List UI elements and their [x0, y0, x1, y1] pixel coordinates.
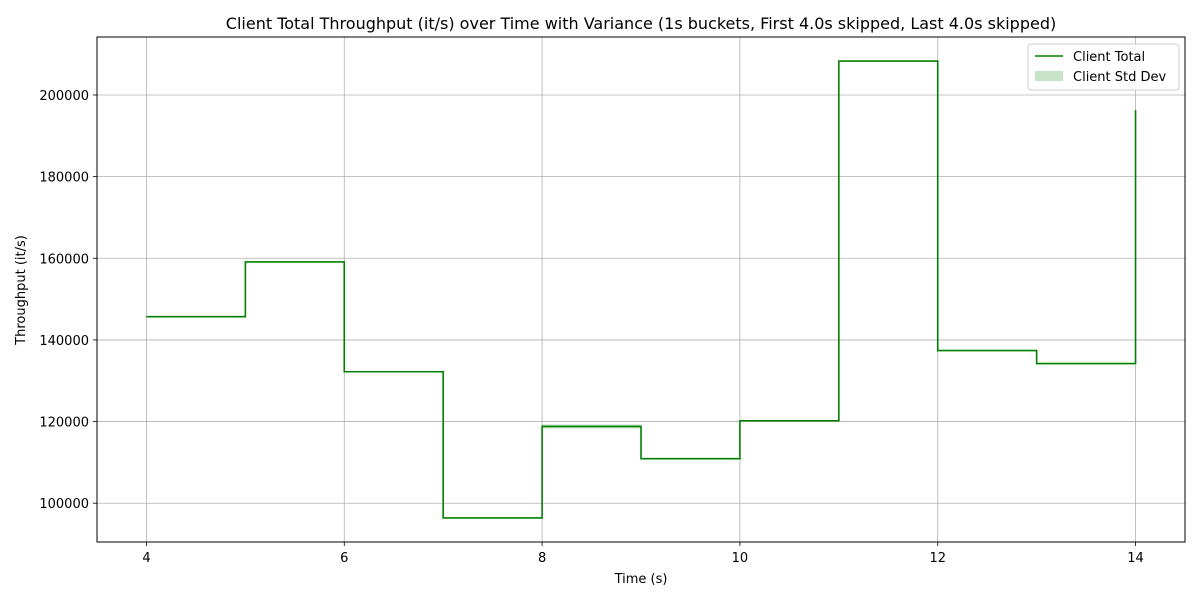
series-lines [146, 60, 1137, 519]
legend-client-std-dev-swatch [1035, 71, 1063, 81]
y-axis-label: Throughput (it/s) [14, 235, 29, 346]
legend-box [1027, 43, 1180, 91]
legend: Client Total Client Std Dev [1027, 43, 1180, 91]
x-tick-label: 6 [340, 551, 348, 566]
x-tick-label: 12 [929, 551, 946, 566]
x-tick-label: 4 [142, 551, 150, 566]
x-tick-label: 14 [1127, 551, 1144, 566]
legend-client-total-label: Client Total [1073, 50, 1145, 65]
x-axis-label: Time (s) [614, 572, 668, 587]
legend-client-std-dev-label: Client Std Dev [1073, 70, 1167, 85]
y-axis-ticks: 100000 120000 140000 160000 180000 200000 [39, 89, 97, 512]
y-tick-label: 160000 [39, 252, 89, 267]
y-tick-label: 100000 [39, 497, 89, 512]
chart-title: Client Total Throughput (it/s) over Time… [226, 14, 1056, 33]
x-axis-ticks: 4 6 8 10 12 14 [142, 542, 1144, 566]
y-tick-label: 180000 [39, 171, 89, 186]
x-tick-label: 10 [732, 551, 749, 566]
y-tick-label: 140000 [39, 334, 89, 349]
client-total-step-line [146, 60, 1137, 519]
plot-frame [96, 36, 1186, 543]
y-tick-label: 120000 [39, 416, 89, 431]
y-tick-label: 200000 [39, 89, 89, 104]
x-tick-label: 8 [538, 551, 546, 566]
